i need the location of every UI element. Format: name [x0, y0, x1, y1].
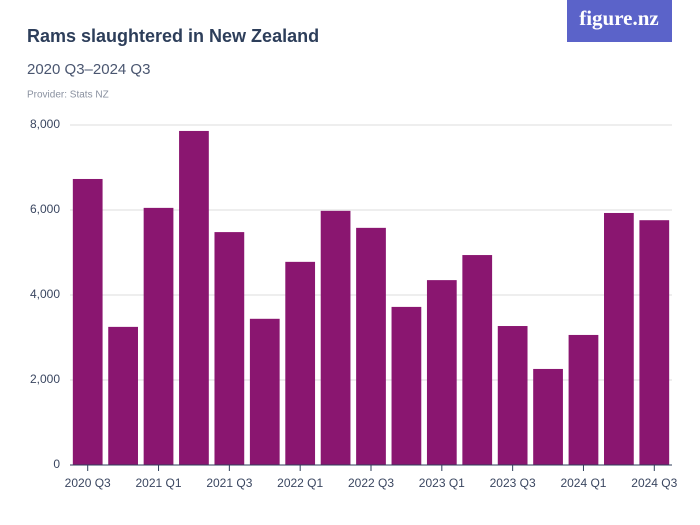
y-tick-label: 0	[53, 457, 60, 471]
logo-box	[567, 0, 672, 42]
y-tick-label: 2,000	[30, 372, 60, 386]
bar	[179, 130, 209, 465]
y-tick-label: 8,000	[30, 117, 60, 131]
bar	[568, 334, 599, 465]
x-tick-label: 2023 Q1	[419, 476, 465, 490]
x-tick-label: 2021 Q1	[136, 476, 182, 490]
logo: figure.nz	[579, 6, 659, 30]
bar	[214, 232, 245, 465]
x-tick-label: 2024 Q1	[560, 476, 606, 490]
chart-title: Rams slaughtered in New Zealand	[27, 26, 319, 46]
bar	[426, 280, 457, 465]
x-tick-label: 2020 Q3	[65, 476, 111, 490]
x-tick-label: 2022 Q1	[277, 476, 323, 490]
x-tick-label: 2024 Q3	[631, 476, 677, 490]
bar	[249, 318, 280, 465]
bar	[320, 210, 351, 465]
bar	[72, 178, 103, 465]
bar	[285, 261, 316, 465]
bar	[108, 326, 138, 465]
chart-subtitle: 2020 Q3–2024 Q3	[27, 61, 150, 78]
x-tick-label: 2022 Q3	[348, 476, 394, 490]
x-tick-label: 2021 Q3	[206, 476, 252, 490]
bar	[143, 207, 174, 465]
bar	[533, 368, 563, 465]
bar	[639, 220, 670, 465]
bar	[462, 255, 493, 465]
y-tick-label: 6,000	[30, 202, 60, 216]
bar	[604, 212, 634, 465]
y-tick-label: 4,000	[30, 287, 60, 301]
provider: Provider: Stats NZ	[27, 90, 109, 101]
bar	[356, 227, 386, 465]
bar	[497, 326, 528, 465]
x-tick-label: 2023 Q3	[490, 476, 536, 490]
bar	[391, 306, 422, 465]
